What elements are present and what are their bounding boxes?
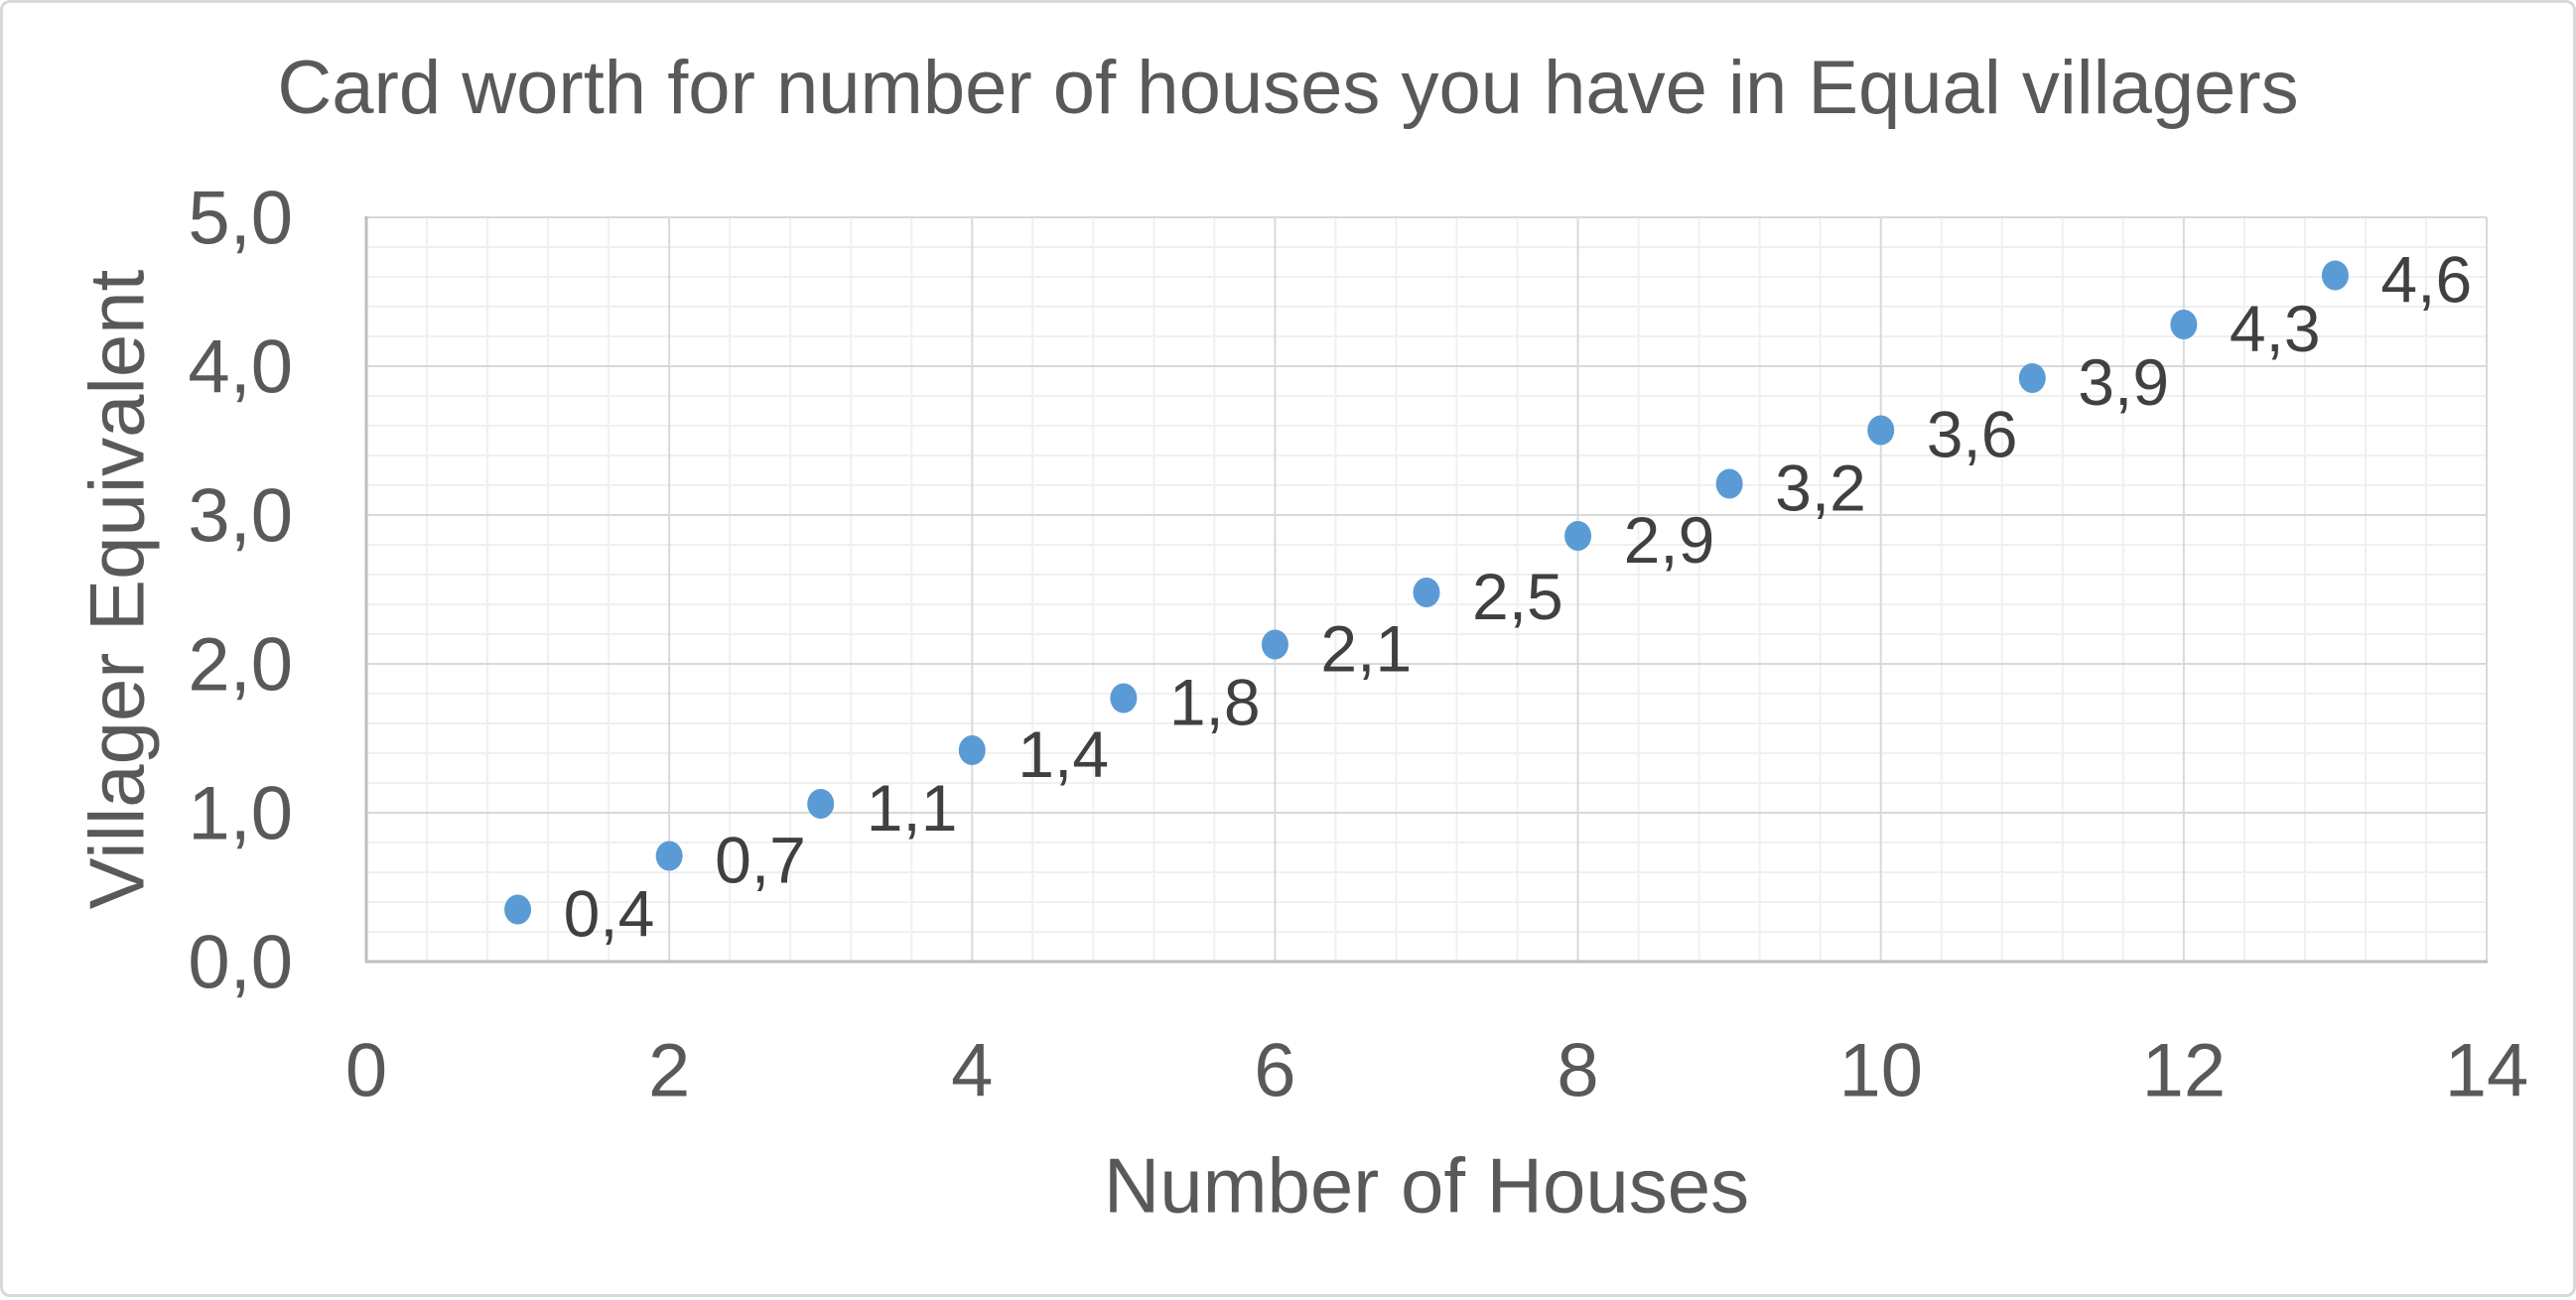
data-label-7: 2,5: [1472, 560, 1563, 633]
y-tick-label: 1,0: [188, 772, 293, 856]
data-label-13: 4,6: [2380, 243, 2472, 317]
data-label-8: 2,9: [1624, 503, 1715, 577]
x-tick-labels: 0 2 4 6 8 10 12 14: [345, 1029, 2528, 1113]
x-tick-label: 12: [2142, 1029, 2227, 1113]
data-label-12: 4,3: [2230, 292, 2321, 365]
data-label-3: 1,1: [867, 771, 958, 845]
y-tick-label: 3,0: [188, 474, 293, 559]
data-point-2[interactable]: [655, 841, 683, 871]
x-axis-title: Number of Houses: [1103, 1141, 1750, 1230]
y-tick-label: 2,0: [188, 623, 293, 708]
y-tick-labels: 0,0 1,0 2,0 3,0 4,0 5,0: [188, 177, 293, 1005]
data-point-6[interactable]: [1261, 629, 1288, 660]
data-label-1: 0,4: [564, 877, 655, 951]
data-label-2: 0,7: [715, 824, 806, 897]
data-label-10: 3,6: [1927, 398, 2018, 471]
data-label-9: 3,2: [1775, 452, 1866, 525]
data-point-13[interactable]: [2321, 260, 2349, 291]
data-point-series: [504, 260, 2349, 925]
x-tick-label: 14: [2445, 1029, 2529, 1113]
major-gridlines: [365, 216, 2488, 963]
x-tick-label: 6: [1254, 1029, 1295, 1113]
data-point-5[interactable]: [1110, 683, 1138, 714]
x-tick-label: 2: [648, 1029, 690, 1113]
data-point-4[interactable]: [958, 735, 986, 765]
axis-lines: [364, 216, 2488, 964]
data-label-4: 1,4: [1017, 717, 1109, 791]
data-point-11[interactable]: [2018, 363, 2046, 393]
chart-title: Card worth for number of houses you have…: [277, 46, 2299, 130]
data-point-1[interactable]: [504, 894, 532, 925]
x-tick-label: 10: [1838, 1029, 1923, 1113]
data-label-11: 3,9: [2078, 345, 2169, 419]
plot-area: 0,0 1,0 2,0 3,0 4,0 5,0 0 2 4 6 8 10 12 14 0,4 0,7 1,1…: [188, 177, 2528, 1113]
data-labels: 0,4 0,7 1,1 1,4 1,8 2,1 2,5 2,9 3,2 3,6 3,9 4,3 4,6: [564, 243, 2473, 951]
data-point-7[interactable]: [1413, 578, 1440, 607]
data-point-3[interactable]: [807, 789, 835, 819]
data-point-12[interactable]: [2170, 310, 2198, 339]
data-point-9[interactable]: [1715, 468, 1743, 499]
data-label-6: 2,1: [1320, 612, 1412, 686]
y-tick-label: 4,0: [188, 325, 293, 410]
data-point-10[interactable]: [1867, 415, 1895, 446]
x-tick-label: 8: [1557, 1029, 1598, 1113]
x-tick-label: 4: [951, 1029, 993, 1113]
minor-gridlines: [366, 217, 2487, 962]
x-tick-label: 0: [345, 1029, 387, 1113]
y-tick-label: 0,0: [188, 921, 293, 1005]
y-tick-label: 5,0: [188, 177, 293, 261]
data-point-8[interactable]: [1564, 521, 1592, 551]
data-label-5: 1,8: [1169, 666, 1261, 739]
